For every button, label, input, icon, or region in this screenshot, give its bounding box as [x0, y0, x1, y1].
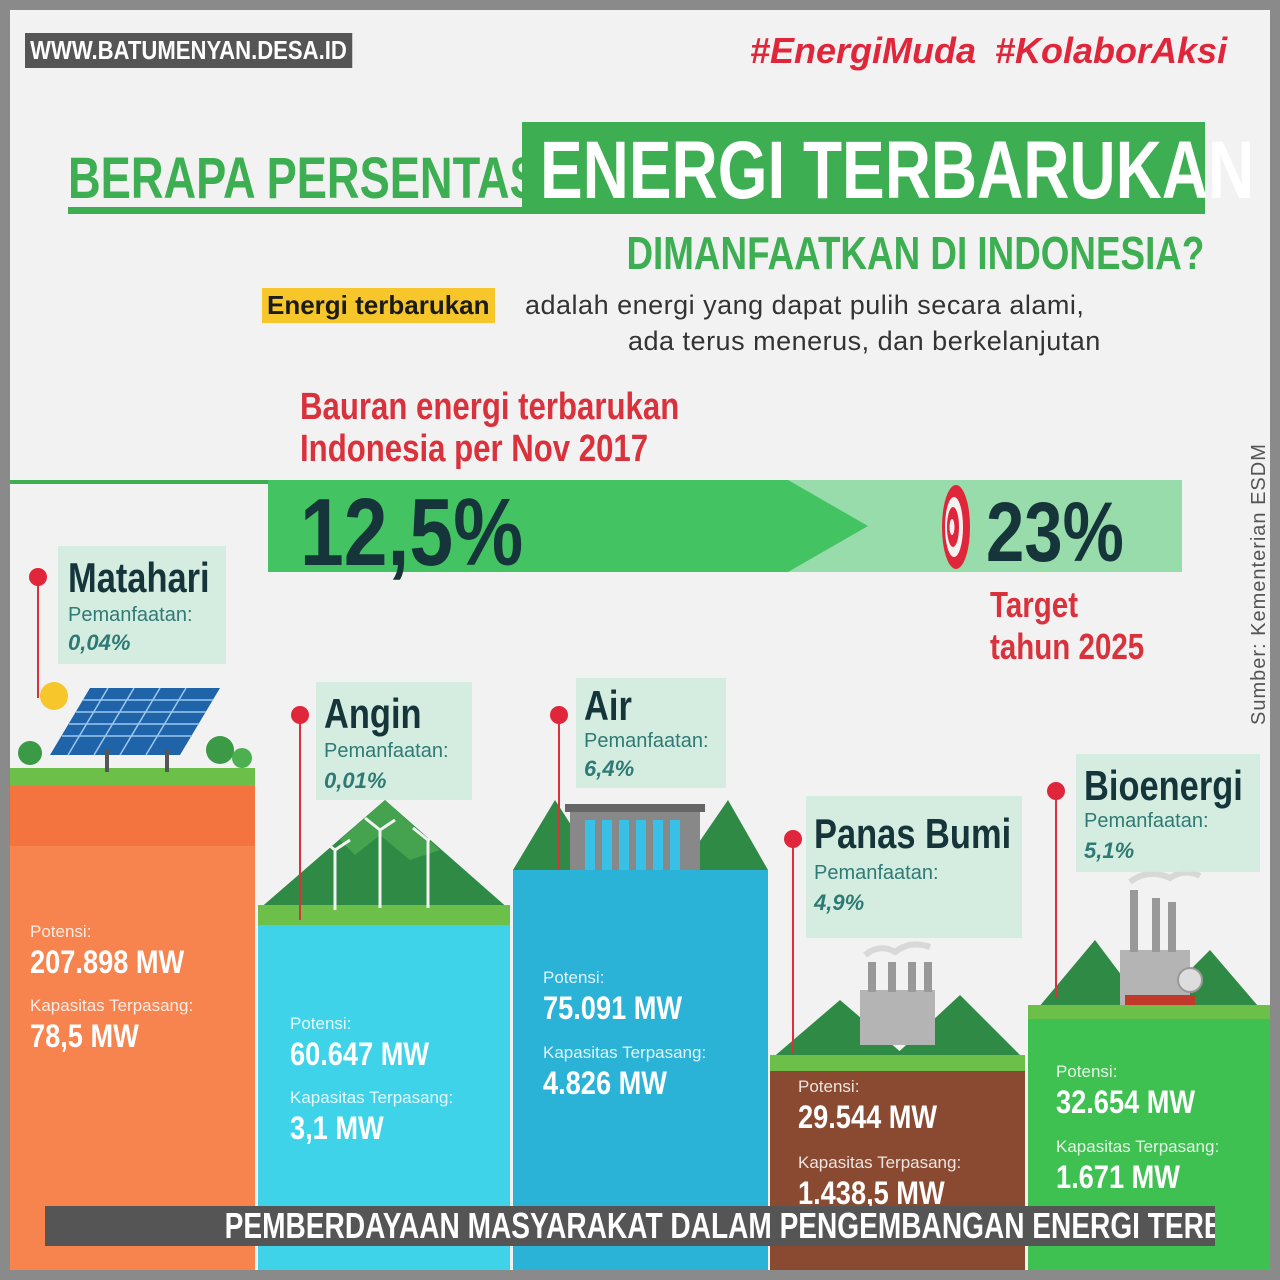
pin-dot: [291, 706, 309, 724]
potential-value: 60.647 MW: [290, 1036, 430, 1072]
hashtag-kolabor-aksi: #KolaborAksi: [995, 30, 1228, 71]
definition-term: Energi terbarukan: [262, 288, 495, 323]
bioenergy-plant-icon: [1120, 869, 1203, 1005]
pin-line: [1055, 798, 1057, 998]
installed-label: Kapasitas Terpasang:: [543, 1043, 707, 1062]
installed-label: Kapasitas Terpasang:: [290, 1088, 454, 1107]
mix-progress-arrow: [268, 480, 868, 572]
utilization-value: 6,4%: [584, 756, 635, 781]
wind-turbine-icon: [319, 816, 444, 910]
dam-icon: [565, 804, 705, 870]
installed-label: Kapasitas Terpasang:: [1056, 1137, 1220, 1156]
installed-value: 3,1 MW: [290, 1110, 384, 1146]
utilization-value: 4,9%: [814, 890, 865, 915]
potential-value: 207.898 MW: [30, 944, 185, 980]
potential-label: Potensi:: [290, 1014, 352, 1033]
definition-text-1: adalah energi yang dapat pulih secara al…: [525, 290, 1085, 320]
title-underline: [68, 207, 538, 214]
potential-value: 75.091 MW: [543, 990, 683, 1026]
hashtag-energi-muda: #EnergiMuda: [750, 30, 977, 71]
card-matahari: Matahari Pemanfaatan: 0,04%: [58, 546, 226, 664]
potential-label: Potensi:: [30, 922, 92, 941]
potential-value: 32.654 MW: [1056, 1084, 1196, 1120]
pin-dot: [29, 568, 47, 586]
utilization-value: 5,1%: [1084, 838, 1135, 863]
utilization-label: Pemanfaatan:: [814, 862, 939, 884]
bottom-caption: PEMBERDAYAAN MASYARAKAT DALAM PENGEMBANG…: [45, 1206, 1215, 1246]
installed-label: Kapasitas Terpasang:: [30, 996, 194, 1015]
pin-dot: [550, 706, 568, 724]
utilization-label: Pemanfaatan:: [68, 604, 193, 626]
source-name: Matahari: [68, 554, 210, 601]
source-name: Air: [584, 682, 632, 729]
installed-value: 78,5 MW: [30, 1018, 139, 1054]
card-bioenergi: Bioenergi Pemanfaatan: 5,1%: [1076, 754, 1260, 872]
installed-value: 4.826 MW: [543, 1065, 667, 1101]
solar-panel-icon: [50, 687, 220, 772]
potential-label: Potensi:: [798, 1077, 860, 1096]
geothermal-plant-icon: [860, 941, 935, 1045]
pin-dot: [784, 830, 802, 848]
utilization-value: 0,04%: [68, 630, 131, 655]
mix-label-line2: Indonesia per Nov 2017: [300, 428, 649, 470]
potential-value: 29.544 MW: [798, 1099, 938, 1135]
bar-thin-line: [10, 480, 270, 484]
card-angin: Angin Pemanfaatan: 0,01%: [316, 682, 472, 800]
target-label-line2: tahun 2025: [990, 626, 1145, 667]
sun-icon: [40, 682, 68, 710]
target-percentage: 23%: [986, 485, 1124, 579]
mix-label-line1: Bauran energi terbarukan: [300, 386, 680, 428]
source-name: Bioenergi: [1084, 762, 1243, 809]
installed-value: 1.438,5 MW: [798, 1175, 945, 1211]
title-highlight-box: ENERGI TERBARUKAN: [522, 122, 1254, 216]
installed-label: Kapasitas Terpasang:: [798, 1153, 962, 1172]
definition-text-2: ada terus menerus, dan berkelanjutan: [628, 326, 1101, 356]
utilization-label: Pemanfaatan:: [1084, 810, 1209, 832]
target-label-line1: Target: [990, 584, 1079, 625]
utilization-value: 0,01%: [324, 768, 387, 793]
potential-label: Potensi:: [1056, 1062, 1118, 1081]
current-percentage: 12,5%: [300, 479, 524, 586]
site-watermark: WWW.BATUMENYAN.DESA.ID: [25, 33, 352, 68]
card-panas-bumi: Panas Bumi Pemanfaatan: 4,9%: [806, 796, 1022, 938]
infographic: #EnergiMuda #KolaborAksi BERAPA PERSENTA…: [10, 10, 1270, 1270]
pin-dot: [1047, 782, 1065, 800]
potential-label: Potensi:: [543, 968, 605, 987]
pin-line: [299, 720, 301, 920]
title-highlight: ENERGI TERBARUKAN: [540, 125, 1255, 216]
source-name: Panas Bumi: [814, 810, 1012, 857]
utilization-label: Pemanfaatan:: [584, 730, 709, 752]
title-line1: BERAPA PERSENTASE: [68, 146, 570, 211]
bottom-caption-text: PEMBERDAYAAN MASYARAKAT DALAM PENGEMBANG…: [224, 1206, 1215, 1246]
card-air: Air Pemanfaatan: 6,4%: [576, 678, 726, 788]
title-line2: DIMANFAATKAN DI INDONESIA?: [626, 227, 1204, 279]
installed-value: 1.671 MW: [1056, 1159, 1180, 1195]
utilization-label: Pemanfaatan:: [324, 740, 449, 762]
pin-line: [792, 844, 794, 1054]
pin-line: [558, 720, 560, 870]
target-icon: [942, 485, 970, 569]
source-name: Angin: [324, 690, 422, 737]
pin-line: [37, 578, 39, 698]
columns-illustration: [10, 682, 1270, 1270]
